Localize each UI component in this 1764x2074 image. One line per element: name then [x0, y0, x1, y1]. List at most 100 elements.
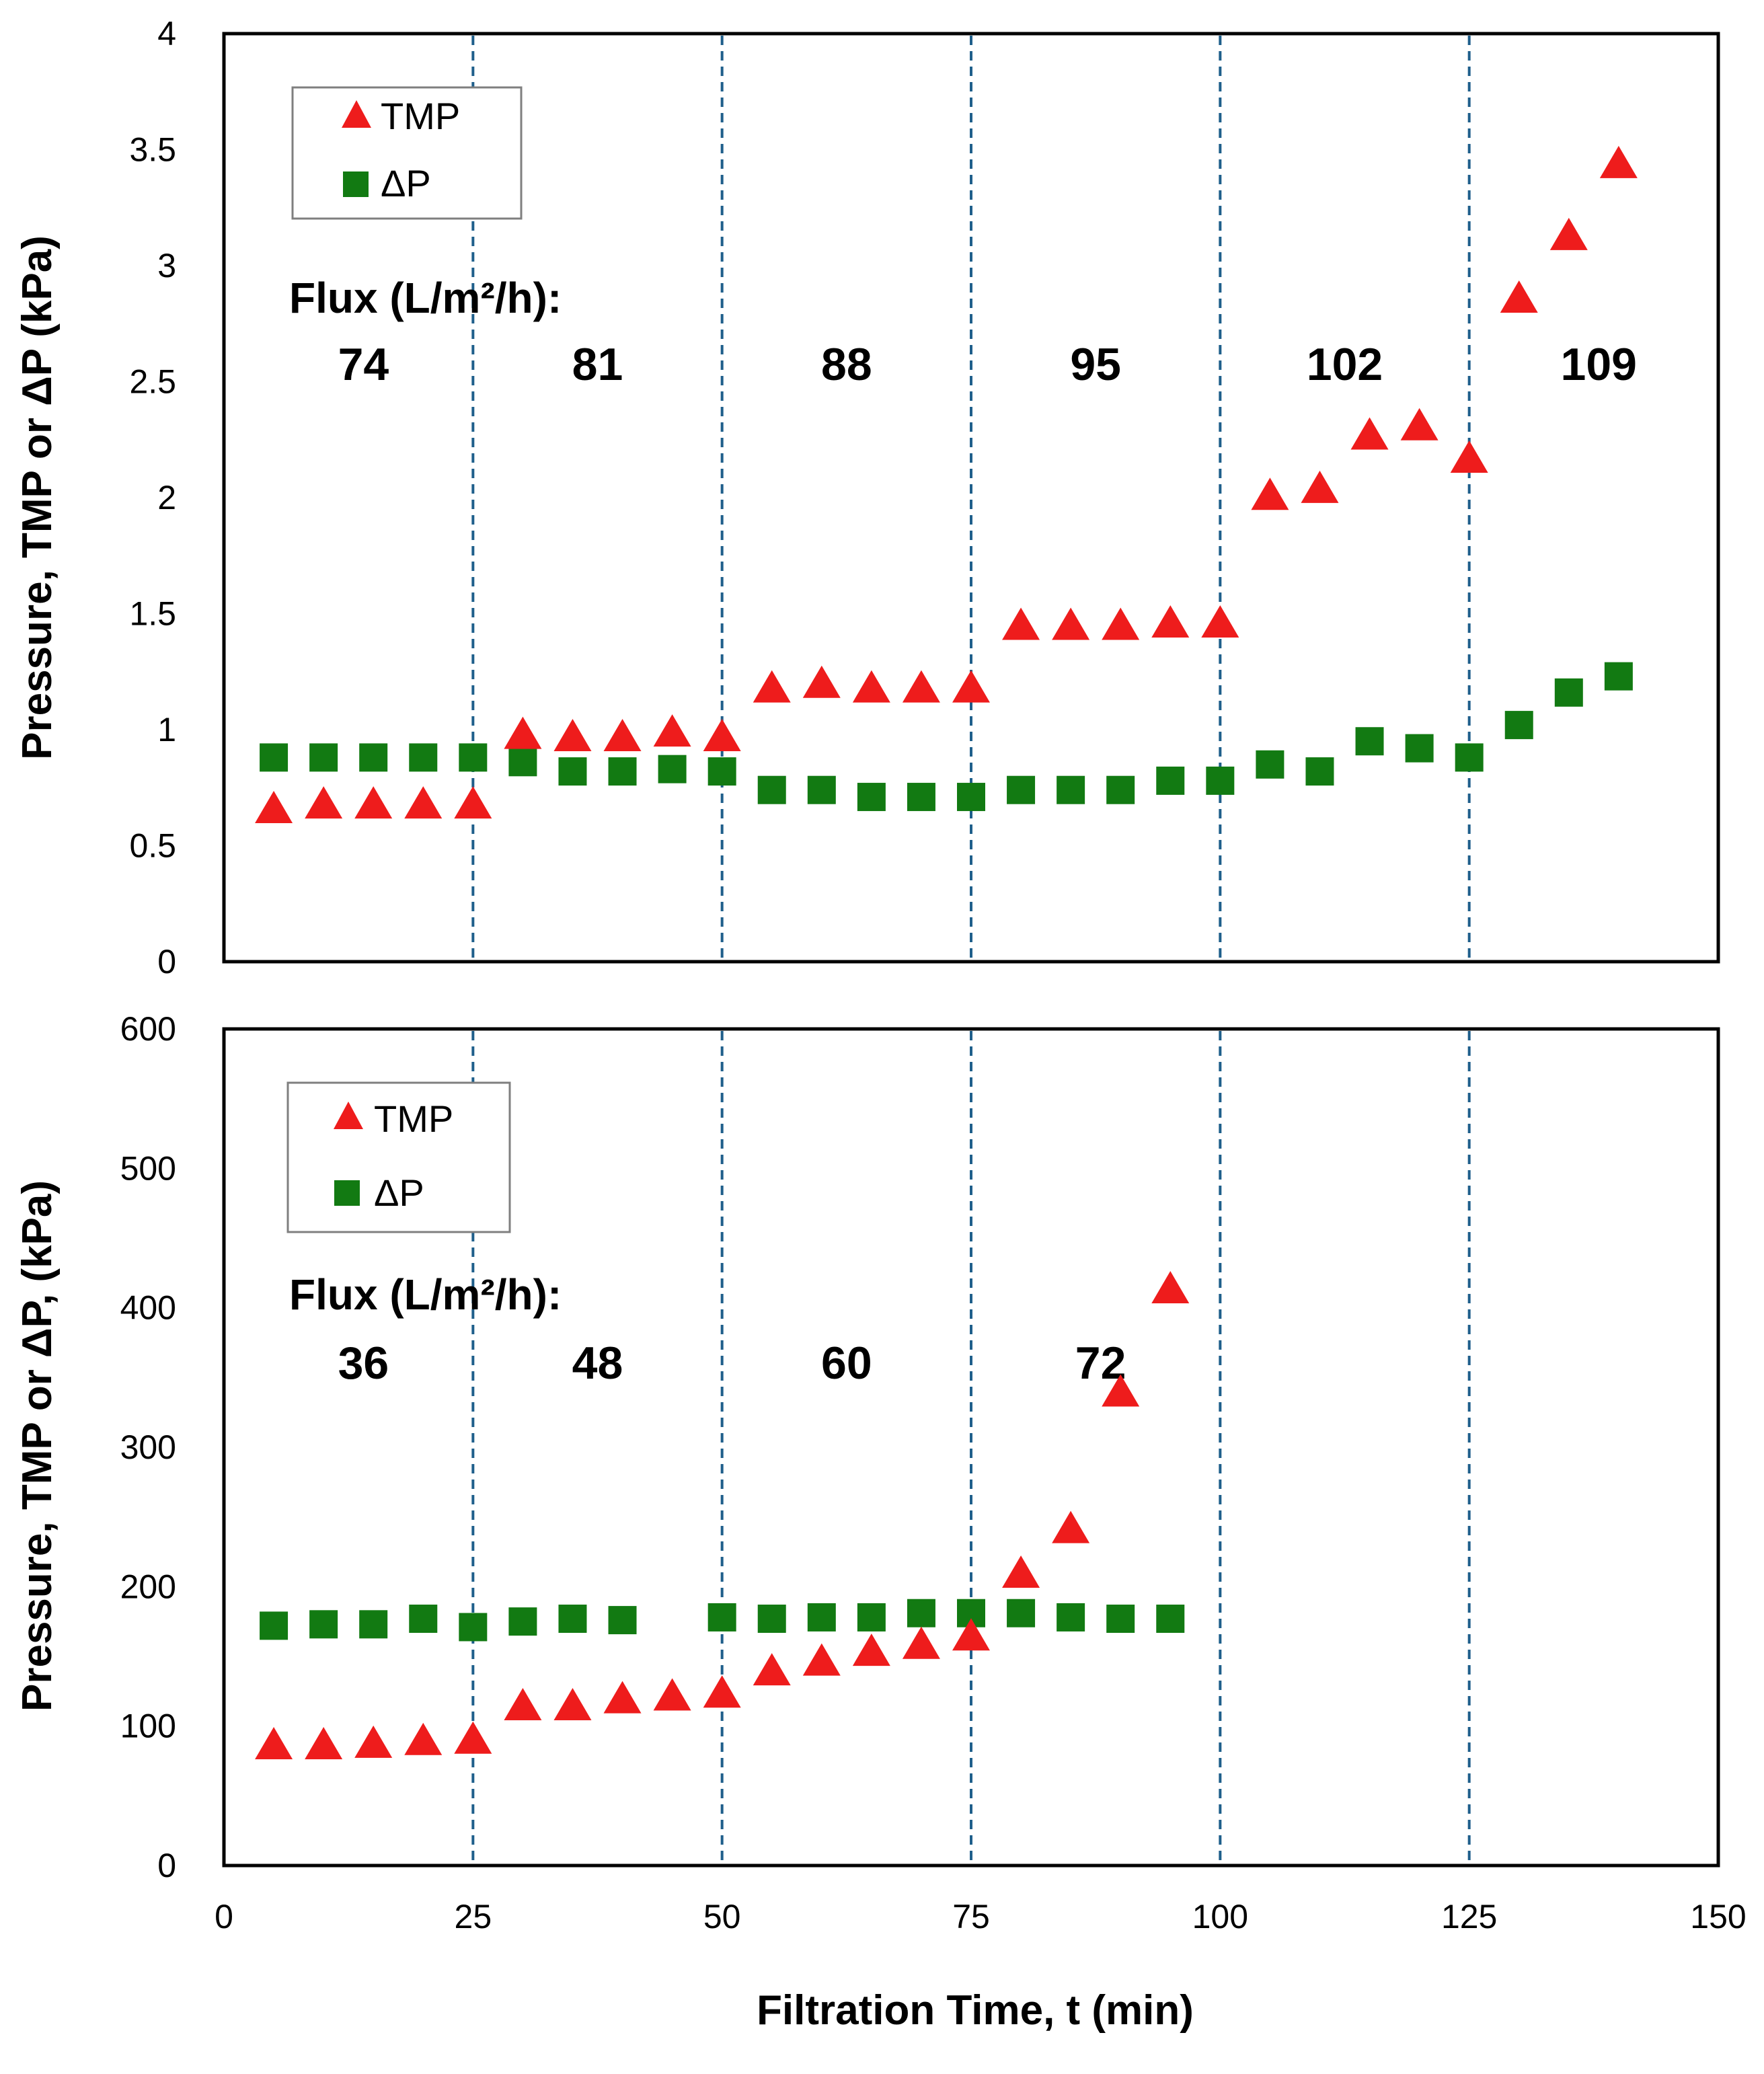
bottom-tmp-point	[1102, 1374, 1140, 1407]
bottom-dp-point	[707, 1603, 736, 1631]
top-dp-point	[459, 743, 488, 772]
top-tmp-point	[703, 719, 741, 752]
x-axis-title: Filtration Time, t (min)	[757, 1987, 1194, 2034]
top-dp-point	[1554, 678, 1583, 707]
top-tmp-point	[1151, 605, 1190, 638]
top-tmp-point	[454, 786, 492, 819]
bottom-dp-point	[1057, 1603, 1085, 1631]
top-tmp-point	[504, 716, 542, 749]
bottom-tmp-point	[1052, 1510, 1090, 1543]
top-tmp-point	[1549, 217, 1588, 250]
top-dp-point	[1455, 743, 1484, 772]
x-tick-label: 25	[455, 1898, 492, 1935]
bottom-dp-point	[757, 1605, 786, 1634]
top-dp-point	[1106, 775, 1135, 804]
bottom-tmp-point	[1151, 1271, 1190, 1304]
top-tmp-point	[305, 786, 343, 819]
top-y-tick-label: 0.5	[129, 827, 176, 865]
bottom-tmp-point	[852, 1634, 890, 1666]
top-tmp-point	[653, 714, 691, 747]
top-dp-point	[1355, 727, 1384, 756]
top-flux-title: Flux (L/m²/h):	[289, 274, 562, 322]
top-dp-point	[807, 775, 836, 804]
top-legend: TMP ΔP	[291, 86, 523, 220]
top-plot-area	[222, 32, 1720, 964]
bottom-legend-dp-label: ΔP	[374, 1172, 424, 1214]
top-dp-point	[1305, 757, 1334, 786]
bottom-y-tick-label: 400	[120, 1289, 176, 1327]
bottom-tmp-point	[952, 1618, 990, 1651]
top-tmp-point	[1301, 470, 1339, 503]
bottom-flux-title: Flux (L/m²/h):	[289, 1270, 562, 1319]
top-tmp-point	[1350, 417, 1389, 450]
top-tmp-point	[1599, 145, 1638, 178]
bottom-y-tick-label: 600	[120, 1010, 176, 1048]
bottom-dp-point	[260, 1611, 289, 1640]
bottom-legend-box	[286, 1081, 511, 1233]
bottom-legend-tmp-marker	[334, 1102, 363, 1129]
bottom-dp-point	[608, 1606, 637, 1635]
bottom-y-tick-label: 100	[120, 1707, 176, 1745]
x-tick-label: 75	[952, 1898, 990, 1935]
top-y-tick-label: 0	[157, 943, 176, 981]
top-dp-point	[309, 743, 338, 772]
top-dp-point	[658, 755, 687, 783]
bottom-tmp-point	[354, 1725, 393, 1758]
top-legend-dp-label: ΔP	[381, 162, 431, 204]
top-y-tick-label: 4	[157, 15, 176, 52]
bottom-flux-value: 36	[338, 1338, 389, 1389]
top-flux-values: 74 81 88 95 102 109	[338, 339, 1637, 390]
top-tmp-point	[1500, 280, 1538, 313]
top-tmp-point	[802, 665, 841, 698]
top-dp-point	[857, 783, 886, 812]
top-tmp-point	[1450, 440, 1488, 473]
top-tmp-point	[1201, 605, 1239, 638]
top-dp-point	[1007, 775, 1036, 804]
top-dp-point	[558, 757, 587, 786]
top-chart-panel: 0 0.5 1 1.5 2 2.5 3 3.5 4 Pressure, TMP or ΔP (k…	[14, 15, 1720, 981]
top-flux-value: 109	[1561, 339, 1637, 390]
top-flux-value: 95	[1070, 339, 1121, 390]
top-y-tick-label: 3.5	[129, 131, 176, 169]
top-y-axis-title: Pressure, TMP or ΔP (kPa)	[14, 235, 61, 760]
top-tmp-point	[902, 670, 940, 703]
top-y-tick-labels: 0 0.5 1 1.5 2 2.5 3 3.5 4	[129, 15, 176, 981]
x-tick-labels: 0 25 50 75 100 125 150	[215, 1898, 1747, 1935]
x-tick-label: 150	[1690, 1898, 1746, 1935]
top-flux-value: 102	[1307, 339, 1383, 390]
bottom-dp-point	[1106, 1605, 1135, 1634]
bottom-chart-panel: 0 100 200 300 400 500 600 0 25 50 75 100 125 150 Pre…	[14, 1010, 1747, 2034]
bottom-tmp-point	[404, 1722, 443, 1755]
top-dp-point	[1206, 766, 1235, 795]
top-legend-tmp-marker	[342, 100, 371, 128]
bottom-dp-point	[907, 1599, 935, 1627]
x-tick-label: 50	[703, 1898, 741, 1935]
top-tmp-point	[753, 670, 791, 703]
bottom-flux-value: 48	[572, 1338, 623, 1389]
bottom-plot-area	[222, 1027, 1720, 1868]
bottom-dp-point	[857, 1603, 886, 1631]
top-tmp-point	[1002, 607, 1040, 640]
top-y-tick-label: 1	[157, 711, 176, 748]
top-dp-point	[1256, 750, 1284, 779]
bottom-dp-point	[359, 1610, 388, 1639]
top-flux-value: 74	[338, 339, 389, 390]
top-dp-point	[907, 783, 935, 812]
bottom-dp-point	[409, 1605, 438, 1634]
top-legend-dp-marker	[343, 171, 369, 197]
top-legend-tmp-label: TMP	[381, 95, 460, 137]
bottom-tmp-point	[753, 1653, 791, 1686]
bottom-y-tick-label: 0	[157, 1847, 176, 1884]
top-dp-point	[1604, 662, 1633, 691]
top-y-tick-label: 2.5	[129, 363, 176, 401]
bottom-legend-dp-marker	[334, 1180, 360, 1206]
top-tmp-point	[952, 670, 990, 703]
bottom-y-tick-label: 300	[120, 1428, 176, 1466]
top-tmp-point	[404, 786, 443, 819]
top-dp-point	[608, 757, 637, 786]
bottom-tmp-point	[802, 1643, 841, 1676]
top-tmp-point	[1102, 607, 1140, 640]
bottom-tmp-point	[603, 1681, 642, 1714]
top-dp-point	[359, 743, 388, 772]
